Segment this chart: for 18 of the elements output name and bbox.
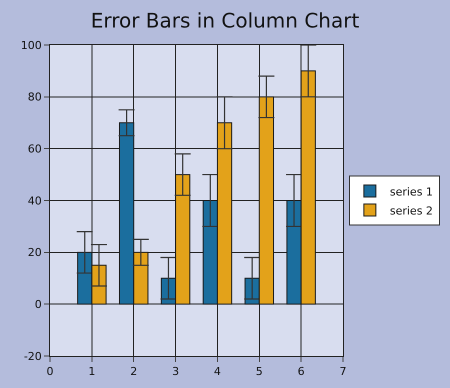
legend-label: series 2 bbox=[390, 204, 433, 218]
x-tick-label: 7 bbox=[340, 365, 346, 378]
y-tick-label: -20 bbox=[24, 350, 42, 363]
x-tick-label: 5 bbox=[256, 365, 263, 378]
y-tick-label: 60 bbox=[28, 142, 42, 156]
y-tick-label: 0 bbox=[34, 298, 42, 312]
x-tick-label: 3 bbox=[172, 365, 180, 378]
x-tick-label: 6 bbox=[298, 365, 305, 378]
x-tick-label: 4 bbox=[214, 365, 221, 378]
x-tick-label: 1 bbox=[88, 365, 96, 378]
legend-label: series 1 bbox=[390, 185, 433, 198]
chart-title: Error Bars in Column Chart bbox=[90, 8, 360, 33]
y-tick-label: 80 bbox=[28, 90, 42, 104]
y-tick-label: 20 bbox=[28, 246, 42, 260]
x-tick-label: 0 bbox=[46, 365, 54, 378]
x-tick-label: 2 bbox=[130, 365, 138, 378]
y-tick-label: 100 bbox=[20, 38, 42, 52]
y-tick-label: 40 bbox=[28, 194, 42, 208]
